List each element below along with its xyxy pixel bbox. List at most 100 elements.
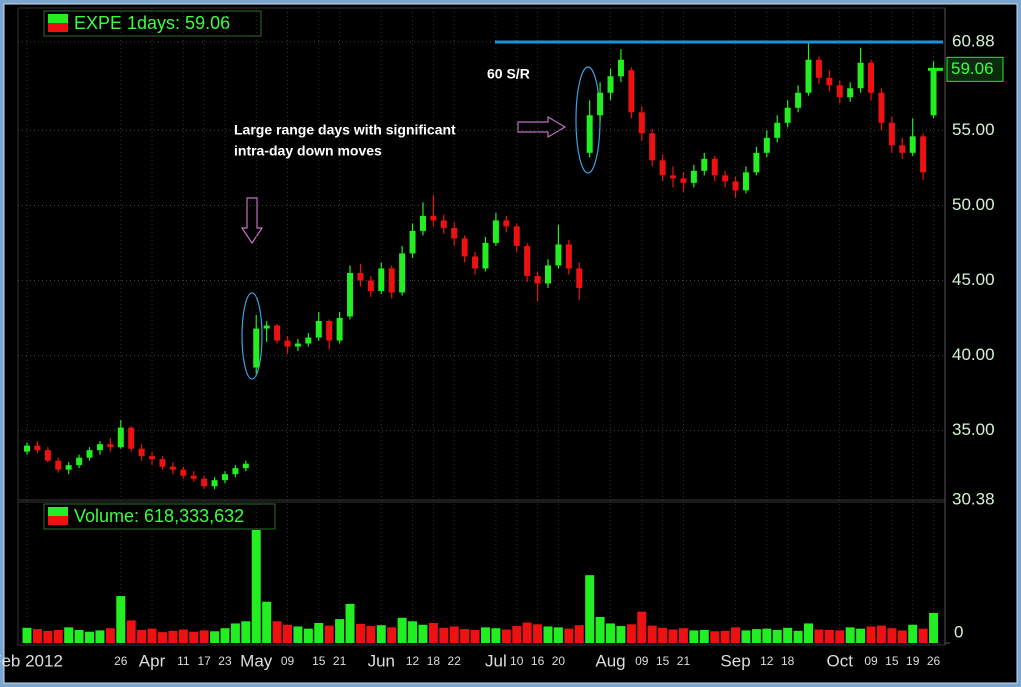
candle-body	[565, 244, 572, 269]
volume-bar	[439, 627, 449, 643]
candle-body	[451, 227, 458, 239]
volume-bar	[616, 626, 626, 643]
annotation: 60 S/R	[487, 66, 530, 82]
candle-body	[513, 226, 520, 246]
volume-bar	[168, 630, 178, 643]
x-tick-label: Apr	[139, 651, 166, 670]
volume-bar	[314, 623, 324, 643]
x-tick-label: 18	[781, 654, 795, 668]
x-tick-label: 09	[281, 654, 295, 668]
volume-bar	[595, 616, 605, 643]
volume-bar	[230, 623, 240, 643]
candle-body	[399, 253, 406, 293]
volume-bar	[804, 623, 813, 643]
volume-bar	[741, 630, 751, 643]
volume-bar	[731, 627, 741, 643]
candle-body	[492, 220, 499, 243]
volume-bar	[522, 622, 532, 643]
candle-body	[503, 220, 510, 227]
candle-body	[274, 325, 281, 341]
volume-up-swatch	[48, 507, 68, 516]
volume-bar	[772, 629, 782, 643]
volume-bar	[720, 630, 730, 643]
volume-bar	[397, 617, 407, 643]
candle-body	[857, 62, 864, 89]
chart-title: EXPE 1days: 59.06	[74, 13, 230, 33]
candle-body	[472, 256, 479, 269]
candle-body	[868, 62, 875, 93]
candle-body	[597, 92, 604, 116]
y-tick-label: 35.00	[952, 420, 995, 439]
volume-bar	[428, 623, 438, 643]
volume-bar	[856, 628, 866, 643]
x-tick-label: 15	[312, 654, 326, 668]
volume-bar	[918, 628, 928, 643]
volume-bar	[564, 628, 574, 643]
volume-bar	[626, 624, 636, 643]
candle-body	[711, 158, 718, 176]
candle-body	[378, 268, 385, 291]
candle-body	[242, 463, 249, 469]
volume-bar	[178, 629, 188, 643]
volume-bar	[345, 603, 355, 643]
volume-bar	[908, 624, 918, 643]
candle-body	[86, 450, 93, 458]
annotation: intra-day down moves	[234, 143, 382, 159]
candle-body	[805, 59, 812, 93]
candle-body	[670, 175, 677, 179]
candle-body	[732, 181, 739, 191]
title-box	[43, 10, 262, 37]
volume-bar	[866, 626, 876, 643]
volume-bar	[116, 596, 126, 643]
last-price-label: 59.06	[951, 59, 994, 78]
volume-bar	[501, 629, 511, 643]
candle-body	[482, 242, 489, 269]
x-tick-label: Aug	[595, 651, 625, 670]
volume-bar	[678, 628, 688, 643]
volume-bar	[272, 621, 282, 643]
candle-body	[65, 465, 72, 470]
x-tick-label: Sep	[720, 651, 750, 670]
y-tick-label: 60.88	[952, 31, 995, 50]
x-tick-label: 26	[114, 654, 128, 668]
y-tick-label: 50.00	[952, 195, 995, 214]
volume-bar	[262, 601, 272, 643]
annotation: Large range days with significant	[234, 122, 456, 138]
candle-body	[586, 115, 593, 153]
highlight-ellipse	[241, 292, 263, 380]
candle-body	[315, 321, 322, 338]
volume-bar	[606, 623, 616, 643]
volume-bar	[470, 629, 480, 643]
volume-bar	[335, 619, 345, 643]
candle-body	[774, 122, 781, 138]
x-tick-label: 22	[448, 654, 462, 668]
candle-body	[211, 480, 218, 487]
volume-bar	[293, 626, 303, 643]
candle-body	[795, 92, 802, 108]
candle-body	[128, 427, 135, 449]
volume-bar	[324, 625, 334, 643]
volume-bar	[574, 625, 584, 643]
volume-bar	[32, 629, 42, 643]
x-tick-label: 12	[406, 654, 420, 668]
x-tick-label: 15	[885, 654, 899, 668]
volume-bar	[543, 626, 553, 643]
volume-bar	[53, 629, 63, 643]
volume-bar	[251, 530, 261, 643]
volume-bar	[199, 630, 209, 643]
volume-bar	[845, 627, 855, 643]
candle-body	[253, 328, 260, 368]
candle-body	[430, 215, 437, 221]
x-tick-label: 09	[635, 654, 649, 668]
candle-body	[680, 178, 687, 183]
candle-body	[284, 340, 291, 347]
volume-bar	[585, 575, 595, 643]
y-tick-label: 45.00	[952, 270, 995, 289]
candle-body	[24, 445, 30, 452]
x-tick-label: 18	[427, 654, 441, 668]
down-arrow	[240, 197, 264, 245]
volume-title-box	[43, 503, 276, 530]
y-tick-label: 55.00	[952, 120, 995, 139]
candle-body	[347, 272, 354, 317]
